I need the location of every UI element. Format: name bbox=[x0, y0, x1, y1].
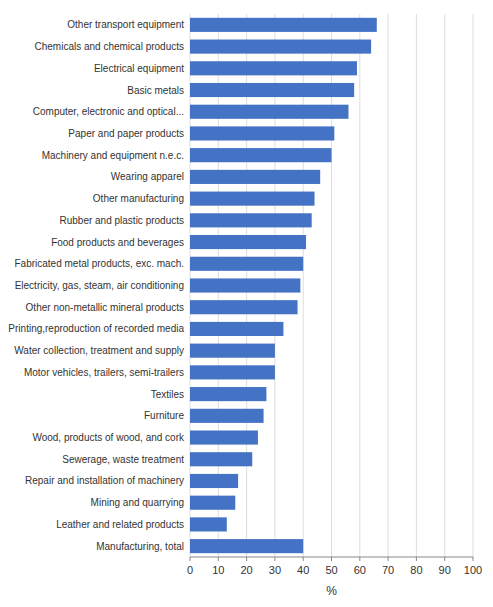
bar bbox=[190, 18, 377, 32]
bar bbox=[190, 300, 298, 314]
bar bbox=[190, 148, 332, 162]
tick-label: 70 bbox=[382, 564, 394, 576]
category-label: Wearing apparel bbox=[111, 171, 184, 182]
tick-label: 80 bbox=[410, 564, 422, 576]
grid bbox=[190, 14, 473, 557]
category-label: Other transport equipment bbox=[67, 19, 184, 30]
tick-mark bbox=[190, 557, 191, 561]
category-label: Basic metals bbox=[127, 85, 184, 96]
tick-label: 90 bbox=[439, 564, 451, 576]
value-axis: 0 10 20 30 40 50 60 70 80 90 100% bbox=[187, 557, 482, 598]
category-label: Paper and paper products bbox=[68, 128, 184, 139]
tick-label: 50 bbox=[325, 564, 337, 576]
bar bbox=[190, 40, 371, 54]
bar bbox=[190, 387, 266, 401]
bar bbox=[190, 365, 275, 379]
bar bbox=[190, 126, 334, 140]
tick-label: 10 bbox=[212, 564, 224, 576]
category-label: Wood, products of wood, and cork bbox=[32, 432, 185, 443]
bar bbox=[190, 235, 306, 249]
axis-label: % bbox=[326, 584, 337, 598]
grid-line bbox=[388, 14, 389, 557]
tick-mark bbox=[246, 557, 247, 561]
category-label: Manufacturing, total bbox=[96, 541, 184, 552]
tick-mark bbox=[359, 557, 360, 561]
bar bbox=[190, 213, 312, 227]
tick-label: 20 bbox=[240, 564, 252, 576]
bar bbox=[190, 452, 252, 466]
category-label: Leather and related products bbox=[56, 519, 184, 530]
category-label: Water collection, treatment and supply bbox=[14, 345, 184, 356]
category-label: Motor vehicles, trailers, semi-trailers bbox=[24, 367, 184, 378]
bar bbox=[190, 409, 264, 423]
tick-label: 30 bbox=[269, 564, 281, 576]
bars bbox=[190, 18, 377, 553]
tick-label: 40 bbox=[297, 564, 309, 576]
bar bbox=[190, 61, 357, 75]
tick-mark bbox=[473, 557, 474, 561]
grid-line bbox=[473, 14, 474, 557]
tick-mark bbox=[274, 557, 275, 561]
category-label: Computer, electronic and optical... bbox=[33, 106, 184, 117]
tick-mark bbox=[416, 557, 417, 561]
bar bbox=[190, 170, 320, 184]
chart: Other transport equipment Chemicals and c… bbox=[0, 0, 493, 607]
bar bbox=[190, 344, 275, 358]
tick-mark bbox=[303, 557, 304, 561]
bar bbox=[190, 517, 227, 531]
category-label: Electricity, gas, steam, air conditionin… bbox=[15, 280, 184, 291]
bar bbox=[190, 539, 303, 553]
category-label: Mining and quarrying bbox=[91, 497, 184, 508]
category-label: Printing,reproduction of recorded media bbox=[8, 323, 184, 334]
bar bbox=[190, 474, 238, 488]
bar bbox=[190, 278, 300, 292]
category-label: Food products and beverages bbox=[51, 237, 184, 248]
category-label: Repair and installation of machinery bbox=[25, 475, 184, 486]
grid-line bbox=[416, 14, 417, 557]
bar bbox=[190, 105, 348, 119]
category-labels: Other transport equipment Chemicals and c… bbox=[8, 19, 185, 551]
tick-label: 0 bbox=[187, 564, 193, 576]
bar bbox=[190, 83, 354, 97]
tick-mark bbox=[331, 557, 332, 561]
category-label: Rubber and plastic products bbox=[59, 215, 184, 226]
grid-line bbox=[359, 14, 360, 557]
bar bbox=[190, 496, 235, 510]
bar bbox=[190, 430, 258, 444]
tick-label: 100 bbox=[464, 564, 482, 576]
category-label: Chemicals and chemical products bbox=[34, 41, 184, 52]
tick-mark bbox=[218, 557, 219, 561]
grid-line bbox=[444, 14, 445, 557]
category-label: Textiles bbox=[151, 389, 184, 400]
category-label: Sewerage, waste treatment bbox=[62, 454, 184, 465]
bar bbox=[190, 322, 283, 336]
category-label: Other non-metallic mineral products bbox=[26, 302, 184, 313]
category-label: Machinery and equipment n.e.c. bbox=[42, 150, 184, 161]
category-label: Fabricated metal products, exc. mach. bbox=[14, 258, 184, 269]
category-label: Electrical equipment bbox=[94, 63, 184, 74]
tick-mark bbox=[444, 557, 445, 561]
tick-label: 60 bbox=[354, 564, 366, 576]
category-label: Other manufacturing bbox=[93, 193, 184, 204]
category-label: Furniture bbox=[144, 410, 184, 421]
tick-mark bbox=[388, 557, 389, 561]
bar bbox=[190, 257, 303, 271]
bar bbox=[190, 192, 315, 206]
